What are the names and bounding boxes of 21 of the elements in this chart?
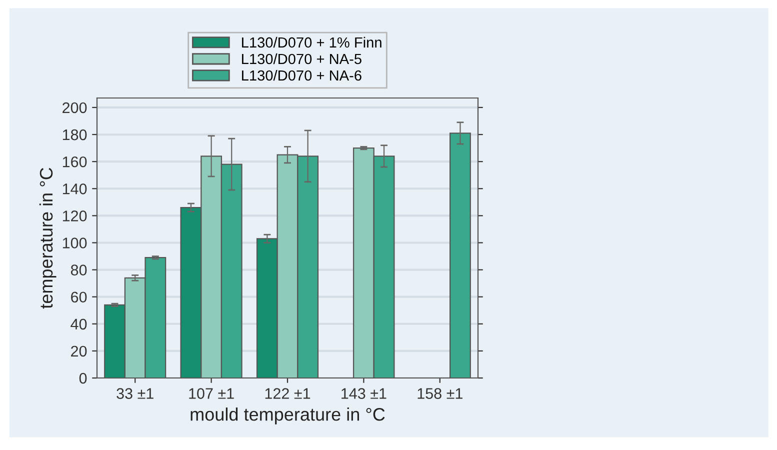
x-tick-label: 158 ±1 xyxy=(418,388,462,399)
y-tick-label: 40 xyxy=(70,318,87,330)
legend-label: L130/D070 + NA-6 xyxy=(242,70,362,81)
y-tick-label: 120 xyxy=(62,210,87,222)
x-tick-label: 122 ±1 xyxy=(265,388,310,399)
legend-label: L130/D070 + 1% Finn xyxy=(242,36,382,48)
y-tick-label: 100 xyxy=(62,238,87,248)
x-tick-label: 107 ±1 xyxy=(189,388,234,399)
x-tick-label: 33 ±1 xyxy=(116,388,154,399)
y-tick-label: 140 xyxy=(62,183,87,194)
y-tick-label: 20 xyxy=(71,346,87,357)
y-tick-label: 180 xyxy=(62,129,87,140)
x-axis-title: mould temperature in °C xyxy=(190,408,385,424)
y-tick-label: 160 xyxy=(62,156,87,168)
y-tick-label: 0 xyxy=(79,372,87,384)
y-tick-label: 60 xyxy=(71,292,87,303)
legend-label: L130/D070 + NA-5 xyxy=(242,53,362,64)
y-tick-label: 80 xyxy=(70,264,87,276)
x-tick-label: 143 ±1 xyxy=(342,388,386,399)
y-axis-title: temperature in °C xyxy=(39,168,56,309)
y-tick-label: 200 xyxy=(62,102,87,114)
